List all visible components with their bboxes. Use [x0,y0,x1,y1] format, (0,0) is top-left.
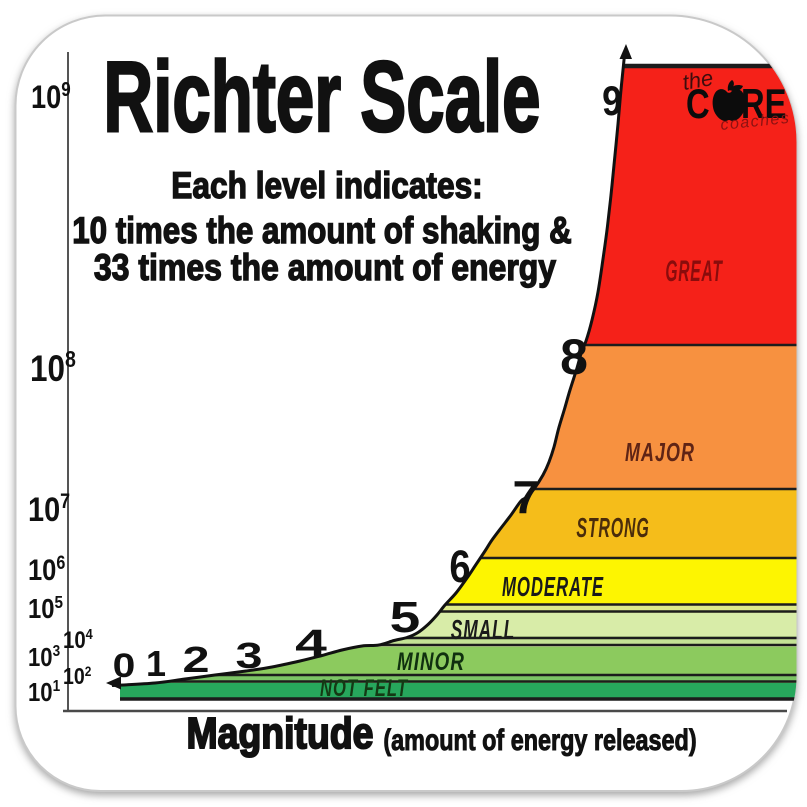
svg-text:STRONG: STRONG [576,511,649,543]
svg-text:3: 3 [235,636,262,676]
svg-text:C: C [686,80,710,127]
svg-text:SMALL: SMALL [451,614,515,645]
svg-text:MODERATE: MODERATE [502,571,604,603]
svg-text:4: 4 [295,622,327,664]
svg-text:9: 9 [602,78,622,124]
svg-text:2: 2 [182,640,209,680]
svg-text:MAJOR: MAJOR [625,438,695,467]
svg-text:5: 5 [390,592,421,641]
svg-text:NOT FELT: NOT FELT [320,675,409,702]
svg-text:GREAT: GREAT [665,255,723,289]
svg-text:MINOR: MINOR [397,647,465,675]
svg-text:(amount of energy released): (amount of energy released) [383,723,696,756]
svg-text:1: 1 [146,643,166,684]
svg-text:Each level indicates:: Each level indicates: [171,166,482,207]
svg-text:RE: RE [741,80,787,127]
svg-text:Richter Scale: Richter Scale [103,41,540,153]
svg-text:8: 8 [560,329,588,385]
svg-text:Magnitude: Magnitude [187,708,374,758]
svg-text:33 times the amount of energy: 33 times the amount of energy [94,248,557,289]
svg-text:10 times the amount of shaking: 10 times the amount of shaking & [72,211,571,252]
svg-text:6: 6 [449,541,470,592]
svg-text:0: 0 [113,646,136,684]
svg-text:the: the [681,65,715,95]
svg-text:7: 7 [513,471,540,523]
